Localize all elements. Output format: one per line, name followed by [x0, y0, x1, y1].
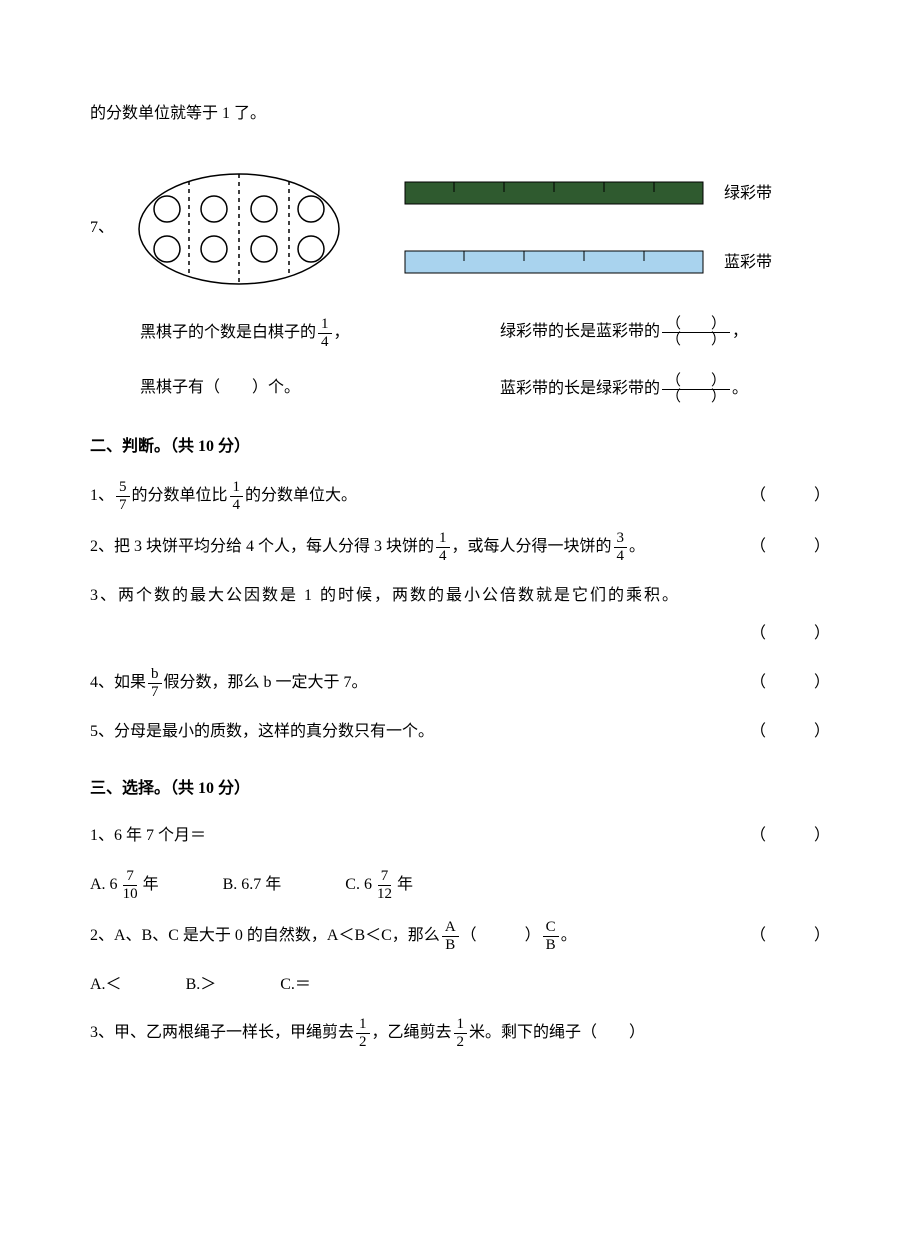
text: 假分数，那么 b 一定大于 7。 [164, 674, 368, 691]
fraction: 14 [318, 317, 332, 350]
judge-item-3-paren: （ ） [90, 620, 830, 649]
fraction: 710 [120, 869, 141, 902]
answer-blank: （ ） [730, 822, 830, 851]
green-ribbon [404, 181, 704, 207]
judge-item-2: 2、把 3 块饼平均分给 4 个人，每人分得 3 块饼的14，或每人分得一块饼的… [90, 531, 830, 564]
text: 5、分母是最小的质数，这样的真分数只有一个。 [90, 723, 434, 740]
fraction: 14 [230, 480, 244, 513]
text: ， [732, 323, 748, 340]
text: 3、甲、乙两根绳子一样长，甲绳剪去 [90, 1025, 354, 1042]
text: B.＞ [186, 971, 217, 1000]
fraction: 712 [374, 869, 395, 902]
text: A. 6 [90, 876, 118, 893]
answer-blank: （ ） [730, 620, 830, 649]
fraction: AB [442, 920, 459, 953]
blue-ribbon [404, 250, 704, 276]
q7-number: 7、 [90, 214, 114, 243]
text: C. 6 [345, 876, 372, 893]
blank-fraction: （ ）（ ） [662, 317, 730, 348]
text: 米。剩下的绳子（ ） [469, 1025, 645, 1042]
q7-sub2-left: 黑棋子有（ ）个。 [140, 374, 460, 405]
fraction: 14 [436, 531, 450, 564]
answer-blank: （ ） [730, 669, 830, 698]
text: ，乙绳剪去 [372, 1025, 452, 1042]
text: 绿彩带的长是蓝彩带的 [500, 323, 660, 340]
judge-item-5: 5、分母是最小的质数，这样的真分数只有一个。 （ ） [90, 718, 830, 747]
section2-title: 二、判断。（共 10 分） [90, 433, 830, 462]
text: 4、如果 [90, 674, 146, 691]
continuation-line: 的分数单位就等于 1 了。 [90, 100, 830, 129]
choice-q1-options: A. 6710年 B. 6.7 年 C. 6712年 [90, 869, 830, 902]
text: 。 [561, 927, 577, 944]
text: ， [334, 324, 350, 341]
text: 的分数单位大。 [245, 487, 357, 504]
blue-ribbon-label: 蓝彩带 [724, 249, 772, 278]
ellipse-diagram [134, 169, 344, 289]
text: B. 6.7 年 [223, 871, 282, 900]
text: 黑棋子有（ ）个。 [140, 379, 300, 396]
text: 。 [629, 538, 645, 555]
answer-blank: （ ） [730, 922, 830, 951]
fraction: b7 [148, 667, 162, 700]
answer-blank: （ ） [730, 718, 830, 747]
fraction: 12 [356, 1017, 370, 1050]
text: 的分数单位比 [132, 487, 228, 504]
answer-blank: （ ） [730, 533, 830, 562]
answer-blank: （ ） [730, 482, 830, 511]
text: 蓝彩带的长是绿彩带的 [500, 380, 660, 397]
text: C.＝ [280, 971, 311, 1000]
fraction: 34 [614, 531, 628, 564]
fraction: CB [543, 920, 559, 953]
q7-sub1-right: 绿彩带的长是蓝彩带的（ ）（ ）， [500, 317, 748, 350]
text: 2、把 3 块饼平均分给 4 个人，每人分得 3 块饼的 [90, 538, 434, 555]
text: ，或每人分得一块饼的 [452, 538, 612, 555]
fraction: 12 [454, 1017, 468, 1050]
text: 1、6 年 7 个月＝ [90, 822, 730, 851]
text: 黑棋子的个数是白棋子的 [140, 324, 316, 341]
text: 年 [397, 876, 413, 893]
text: A.＜ [90, 971, 122, 1000]
q7-figure-row: 7、 绿彩带 [90, 169, 830, 289]
q7-sub2-right: 蓝彩带的长是绿彩带的（ ）（ ）。 [500, 374, 748, 405]
text: 2、A、B、C 是大于 0 的自然数，A＜B＜C，那么 [90, 927, 440, 944]
choice-q2-options: A.＜ B.＞ C.＝ [90, 971, 830, 1000]
text: 年 [143, 876, 159, 893]
text: 1、 [90, 487, 114, 504]
q7-sub1-left: 黑棋子的个数是白棋子的14， [140, 317, 460, 350]
choice-q2: 2、A、B、C 是大于 0 的自然数，A＜B＜C，那么AB（ ）CB。 （ ） [90, 920, 830, 953]
section3-title: 三、选择。（共 10 分） [90, 775, 830, 804]
text: （ ） [461, 927, 541, 944]
judge-item-4: 4、如果b7假分数，那么 b 一定大于 7。 （ ） [90, 667, 830, 700]
blank-fraction: （ ）（ ） [662, 374, 730, 405]
text: 3、两个数的最大公因数是 1 的时候，两数的最小公倍数就是它们的乘积。 [90, 587, 680, 604]
ribbons-column: 绿彩带 蓝彩带 [404, 180, 772, 278]
judge-item-3: 3、两个数的最大公因数是 1 的时候，两数的最小公倍数就是它们的乘积。 [90, 582, 830, 611]
green-ribbon-label: 绿彩带 [724, 180, 772, 209]
choice-q3: 3、甲、乙两根绳子一样长，甲绳剪去12，乙绳剪去12米。剩下的绳子（ ） [90, 1017, 830, 1050]
fraction: 57 [116, 480, 130, 513]
text: 。 [732, 380, 748, 397]
choice-q1: 1、6 年 7 个月＝ （ ） [90, 822, 830, 851]
judge-item-1: 1、57的分数单位比14的分数单位大。 （ ） [90, 480, 830, 513]
